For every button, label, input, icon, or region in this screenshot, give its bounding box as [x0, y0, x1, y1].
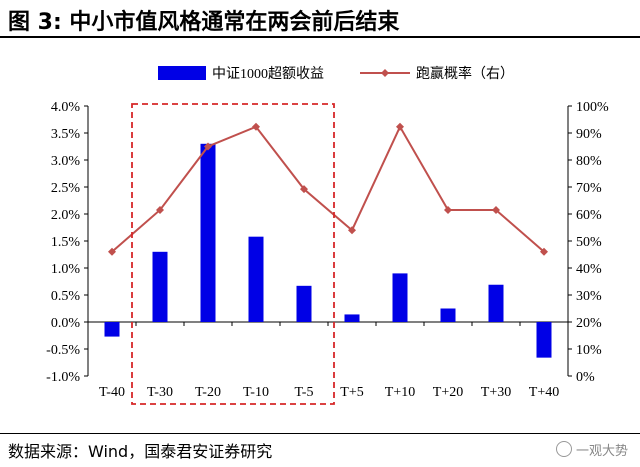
line-point [348, 226, 356, 235]
left-tick-label: 1.0% [51, 262, 81, 277]
figure-title: 图 3: 中小市值风格通常在两会前后结束 [8, 10, 400, 35]
legend-label-line: 跑赢概率（右） [416, 65, 514, 82]
left-tick-label: 0.0% [51, 316, 81, 331]
line-point [444, 205, 452, 214]
right-tick-label: 0% [576, 370, 595, 385]
right-tick-label: 50% [576, 235, 602, 250]
left-tick-label: 2.5% [51, 181, 81, 196]
legend-label-bars: 中证1000超额收益 [212, 66, 324, 82]
line-point [252, 122, 260, 131]
line-point [396, 122, 404, 131]
x-tick-label: T+30 [481, 385, 511, 400]
series-line [111, 124, 545, 253]
right-tick-label: 100% [576, 100, 609, 115]
left-tick-label: 3.0% [51, 154, 81, 169]
bar [536, 322, 552, 358]
x-tick-label: T-5 [295, 385, 314, 400]
title-bar: 图 3: 中小市值风格通常在两会前后结束 [0, 0, 640, 36]
right-tick-label: 90% [576, 127, 602, 142]
legend-swatch-bars [158, 66, 206, 80]
x-tick-label: T+10 [385, 385, 415, 400]
x-tick-label: T-40 [99, 385, 125, 400]
right-tick-label: 40% [576, 262, 602, 277]
x-tick-label: T+20 [433, 385, 463, 400]
left-tick-label: 1.5% [51, 235, 81, 250]
chart: -1.0% -0.5% 0.0% 0.5% 1.0% 1.5% 2.0% 2.5% 3.0% 3.… [46, 65, 609, 405]
source-note: 数据来源：Wind，国泰君安证券研究 [8, 442, 273, 461]
right-tick-label: 70% [576, 181, 602, 196]
left-tick-label: 3.5% [51, 127, 81, 142]
x-tick-label: T-30 [147, 385, 173, 400]
right-tick-label: 10% [576, 343, 602, 358]
highlight-box [131, 103, 335, 405]
title-rule [0, 36, 640, 38]
x-tick-label: T-10 [243, 385, 269, 400]
left-tick-label: 4.0% [51, 100, 81, 115]
bar [488, 284, 504, 322]
bar [392, 273, 408, 322]
x-tick-label: T+5 [340, 385, 363, 400]
right-tick-label: 60% [576, 208, 602, 223]
bar [296, 285, 312, 322]
line-point [108, 247, 116, 256]
wechat-icon [555, 441, 572, 457]
bar [344, 314, 360, 322]
right-tick-label: 20% [576, 316, 602, 331]
legend-swatch-marker [381, 69, 389, 77]
bar [152, 251, 168, 322]
watermark-text: 一观大势 [575, 444, 628, 459]
right-tick-label: 80% [576, 154, 602, 169]
right-tick-label: 30% [576, 289, 602, 304]
x-tick-label: T-20 [195, 385, 221, 400]
left-tick-label: 2.0% [51, 208, 81, 223]
left-tick-label: -0.5% [46, 343, 80, 358]
left-tick-label: 0.5% [51, 289, 81, 304]
left-tick-label: -1.0% [46, 370, 80, 385]
bar [248, 236, 264, 322]
source-rule [0, 433, 640, 434]
bar [104, 322, 120, 337]
line-point [492, 205, 500, 214]
bar [440, 308, 456, 322]
bar [200, 143, 216, 322]
x-tick-label: T+40 [529, 385, 559, 400]
line-point [156, 205, 164, 214]
line-point [300, 185, 308, 194]
line-point [540, 247, 548, 256]
line-point [204, 142, 212, 151]
watermark: 一观大势 [555, 440, 628, 459]
